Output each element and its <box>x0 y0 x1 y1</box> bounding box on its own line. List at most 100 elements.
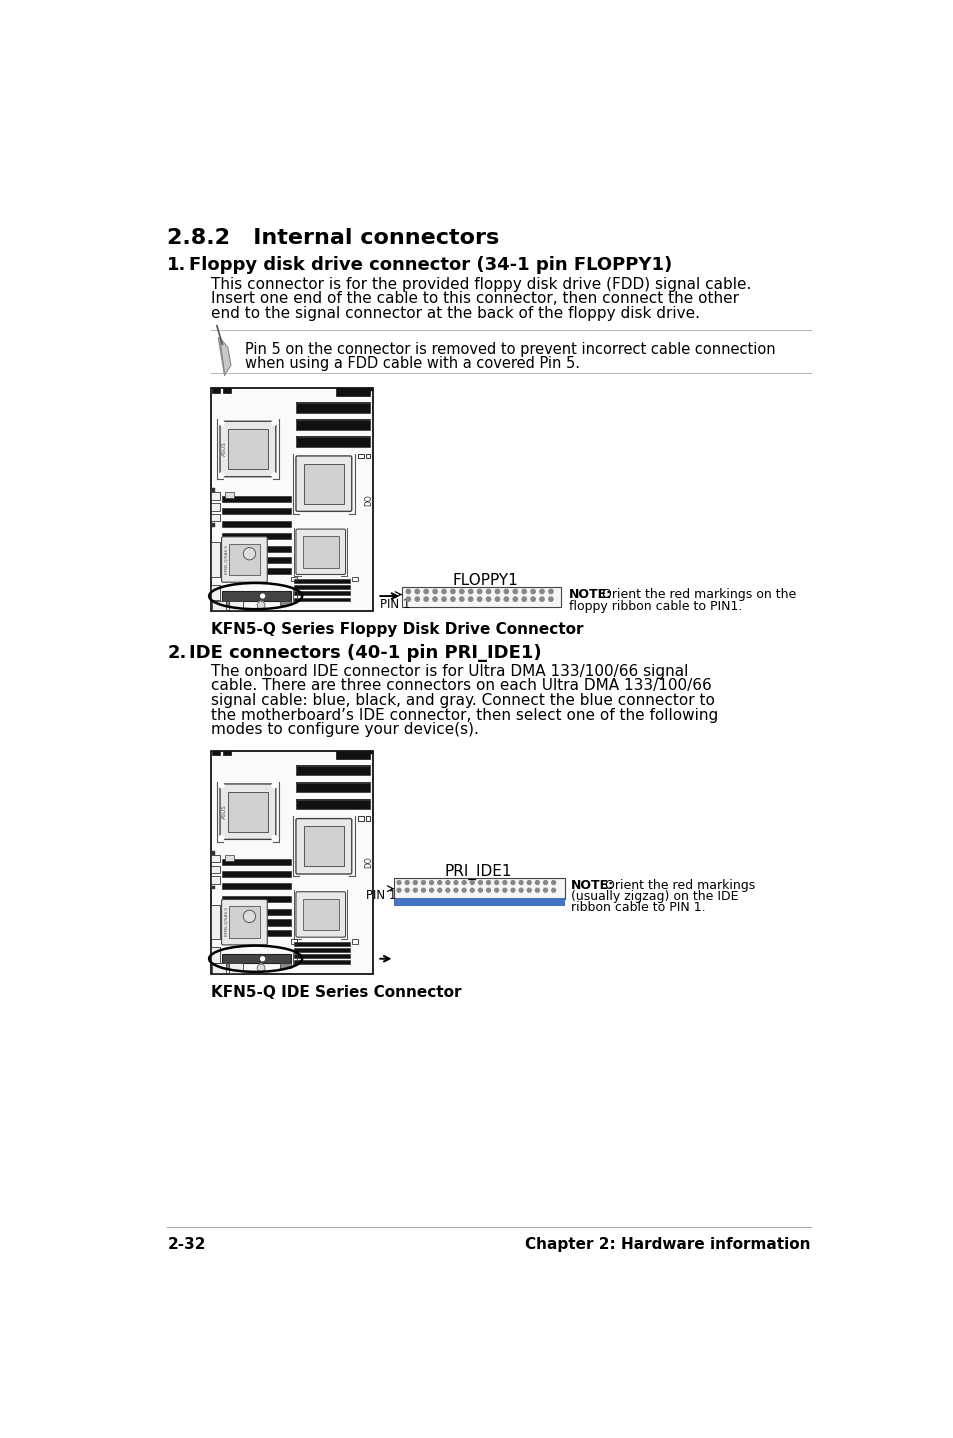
Circle shape <box>486 597 490 601</box>
Circle shape <box>521 590 526 594</box>
Circle shape <box>445 889 449 892</box>
Bar <box>221 557 291 562</box>
Bar <box>221 909 291 915</box>
Bar <box>221 930 291 936</box>
Text: ASUS: ASUS <box>222 441 227 456</box>
Bar <box>221 883 291 890</box>
Circle shape <box>486 880 490 884</box>
Bar <box>402 587 560 607</box>
Circle shape <box>445 880 449 884</box>
Bar <box>221 533 291 539</box>
Circle shape <box>396 880 400 884</box>
Circle shape <box>454 889 457 892</box>
Circle shape <box>504 590 508 594</box>
Bar <box>303 536 338 568</box>
Bar <box>335 751 370 758</box>
Text: Insert one end of the cable to this connector, then connect the other: Insert one end of the cable to this conn… <box>211 290 738 306</box>
Bar <box>221 919 291 926</box>
Bar <box>295 798 369 810</box>
Bar <box>212 601 226 610</box>
Bar <box>221 896 291 902</box>
Bar <box>211 876 220 884</box>
Circle shape <box>518 889 522 892</box>
Bar <box>240 557 253 561</box>
Bar <box>223 388 231 393</box>
Bar <box>228 429 268 469</box>
Text: KFN5-Q Series Floppy Disk Drive Connector: KFN5-Q Series Floppy Disk Drive Connecto… <box>211 623 582 637</box>
Circle shape <box>502 889 506 892</box>
Bar <box>291 939 297 945</box>
Bar <box>211 492 220 500</box>
Text: FLOPPY1: FLOPPY1 <box>452 572 517 588</box>
Text: DO: DO <box>364 857 373 869</box>
Circle shape <box>535 880 538 884</box>
Circle shape <box>478 889 482 892</box>
Text: PRI_IDE1: PRI_IDE1 <box>444 864 512 880</box>
Circle shape <box>260 956 264 961</box>
Bar <box>211 886 214 890</box>
Bar <box>221 521 291 526</box>
Text: cable. There are three connectors on each Ultra DMA 133/100/66: cable. There are three connectors on eac… <box>211 679 711 693</box>
Bar <box>352 577 357 581</box>
Bar <box>212 388 220 393</box>
Circle shape <box>272 835 276 840</box>
Circle shape <box>495 590 499 594</box>
Bar <box>228 792 268 831</box>
Circle shape <box>413 880 416 884</box>
Bar <box>352 939 357 945</box>
Circle shape <box>406 590 410 594</box>
Text: Pin 5 on the connector is removed to prevent incorrect cable connection: Pin 5 on the connector is removed to pre… <box>245 342 775 357</box>
Bar <box>211 542 220 577</box>
Bar <box>295 782 369 792</box>
Bar <box>291 577 297 581</box>
Circle shape <box>478 880 482 884</box>
Bar <box>295 403 369 413</box>
Bar <box>365 453 370 459</box>
Circle shape <box>421 889 425 892</box>
Circle shape <box>511 880 515 884</box>
Circle shape <box>486 590 490 594</box>
Circle shape <box>495 880 498 884</box>
Bar <box>211 905 220 939</box>
Text: 2.: 2. <box>167 644 187 661</box>
Circle shape <box>551 889 555 892</box>
Bar <box>211 851 214 854</box>
Circle shape <box>219 420 224 426</box>
Bar <box>221 546 291 552</box>
Circle shape <box>495 597 499 601</box>
Text: KFN5-Q/SAS S: KFN5-Q/SAS S <box>224 545 228 574</box>
Bar <box>293 590 297 601</box>
Text: end to the signal connector at the back of the floppy disk drive.: end to the signal connector at the back … <box>211 306 699 321</box>
Bar <box>294 580 350 582</box>
Bar <box>294 942 350 946</box>
Circle shape <box>219 473 224 477</box>
Text: Chapter 2: Hardware information: Chapter 2: Hardware information <box>524 1237 810 1251</box>
Circle shape <box>531 590 535 594</box>
Bar <box>223 751 231 755</box>
Circle shape <box>486 889 490 892</box>
Text: 2-32: 2-32 <box>167 1237 206 1251</box>
Circle shape <box>450 590 455 594</box>
Text: PIN 1: PIN 1 <box>379 598 410 611</box>
Bar <box>211 513 220 522</box>
Circle shape <box>441 590 446 594</box>
Bar <box>211 489 214 492</box>
Bar <box>211 584 220 600</box>
Circle shape <box>243 548 255 559</box>
Bar <box>294 953 350 958</box>
Circle shape <box>433 590 436 594</box>
Circle shape <box>437 880 441 884</box>
Bar <box>211 523 214 526</box>
Bar <box>294 598 350 601</box>
Circle shape <box>415 590 419 594</box>
Bar <box>295 436 369 439</box>
Circle shape <box>502 880 506 884</box>
Text: (usually zigzag) on the IDE: (usually zigzag) on the IDE <box>571 890 738 903</box>
Circle shape <box>429 889 433 892</box>
Text: modes to configure your device(s).: modes to configure your device(s). <box>211 722 478 738</box>
Circle shape <box>450 597 455 601</box>
Bar <box>221 508 291 515</box>
Text: floppy ribbon cable to PIN1.: floppy ribbon cable to PIN1. <box>568 600 741 613</box>
Bar <box>394 897 564 906</box>
Bar <box>211 854 220 863</box>
